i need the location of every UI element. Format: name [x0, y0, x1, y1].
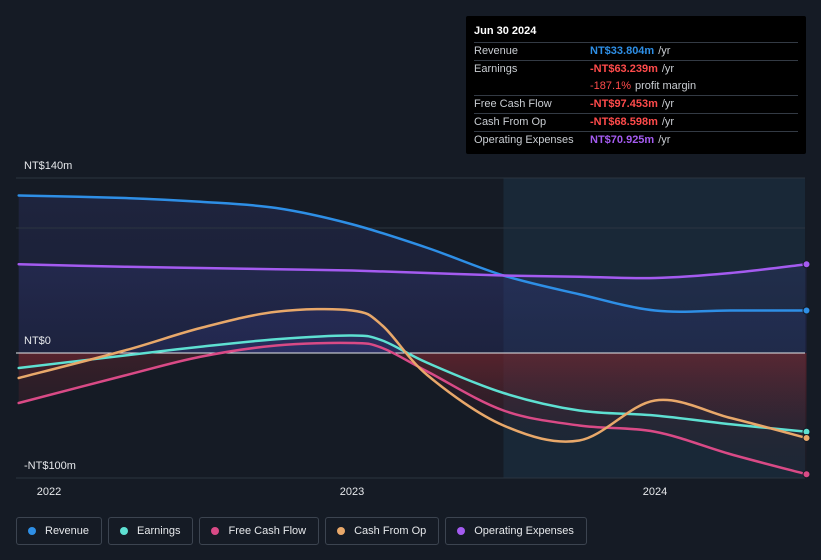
tooltip-value: -NT$68.598m	[590, 116, 658, 128]
tooltip-unit: profit margin	[634, 80, 697, 92]
tooltip-value: -NT$97.453m	[590, 98, 658, 110]
series-line-free-cash-flow	[17, 341, 808, 476]
legend-item-cash-from-op[interactable]: Cash From Op	[325, 517, 440, 545]
tooltip-value: NT$33.804m	[590, 45, 655, 57]
legend: Revenue Earnings Free Cash Flow Cash Fro…	[16, 517, 587, 545]
tooltip-unit: /yr	[661, 63, 675, 75]
series-line-operating-expenses	[17, 263, 808, 280]
tooltip-label: Earnings	[474, 63, 518, 75]
tooltip-label	[474, 78, 590, 94]
tooltip-label: Cash From Op	[474, 116, 547, 128]
series-line-cash-from-op	[17, 307, 808, 443]
tooltip-unit: /yr	[661, 98, 675, 110]
x-tick-label-2023: 2023	[339, 486, 365, 498]
legend-label: Cash From Op	[354, 525, 427, 537]
tooltip-row-earnings: Earnings -NT$63.239m /yr	[474, 60, 798, 77]
tooltip-unit: /yr	[658, 45, 671, 57]
y-label-bottom: -NT$100m	[24, 460, 76, 472]
legend-dot-icon	[337, 527, 346, 535]
y-label-top: NT$140m	[24, 160, 73, 172]
x-tick-label-2024: 2024	[642, 486, 668, 498]
tooltip-panel: Jun 30 2024 Revenue NT$33.804m /yr Earni…	[466, 16, 806, 154]
series-end-point-cash-from-op	[802, 434, 811, 442]
tooltip-row-revenue: Revenue NT$33.804m /yr	[474, 42, 798, 59]
legend-label: Revenue	[45, 525, 90, 537]
legend-dot-icon	[28, 527, 36, 535]
y-label-zero: NT$0	[24, 335, 51, 347]
series-end-point-operating-expenses	[802, 260, 811, 269]
legend-dot-icon	[211, 527, 220, 535]
tooltip-label: Operating Expenses	[474, 134, 574, 146]
tooltip-unit: /yr	[661, 116, 675, 128]
series-line-revenue	[17, 194, 808, 313]
series-end-point-free-cash-flow	[802, 470, 811, 479]
tooltip-row-profit-margin: -187.1% profit margin	[474, 78, 798, 94]
tooltip-label: Revenue	[474, 45, 519, 57]
legend-dot-icon	[457, 527, 466, 535]
series-end-point-revenue	[802, 306, 811, 315]
tooltip-label: Free Cash Flow	[474, 98, 552, 110]
legend-label: Earnings	[137, 525, 181, 537]
legend-label: Free Cash Flow	[228, 525, 307, 537]
tooltip-value: NT$70.925m	[590, 134, 655, 146]
legend-item-earnings[interactable]: Earnings	[108, 517, 194, 545]
legend-label: Operating Expenses	[474, 525, 574, 537]
tooltip-row-operating-expenses: Operating Expenses NT$70.925m /yr	[474, 131, 798, 148]
legend-dot-icon	[120, 527, 129, 535]
x-tick-label-2022: 2022	[36, 486, 62, 498]
legend-item-revenue[interactable]: Revenue	[16, 517, 103, 545]
tooltip-row-cash-from-op: Cash From Op -NT$68.598m /yr	[474, 113, 798, 130]
tooltip-value: -187.1%	[590, 80, 631, 92]
area-pos-operating-expenses	[18, 264, 807, 353]
tooltip-row-free-cash-flow: Free Cash Flow -NT$97.453m /yr	[474, 95, 798, 112]
tooltip-date: Jun 30 2024	[474, 25, 537, 37]
area-neg-cash-from-op	[18, 353, 807, 442]
legend-item-operating-expenses[interactable]: Operating Expenses	[445, 517, 587, 545]
tooltip-value: -NT$63.239m	[590, 63, 658, 75]
legend-item-free-cash-flow[interactable]: Free Cash Flow	[199, 517, 320, 545]
tooltip-unit: /yr	[658, 134, 671, 146]
